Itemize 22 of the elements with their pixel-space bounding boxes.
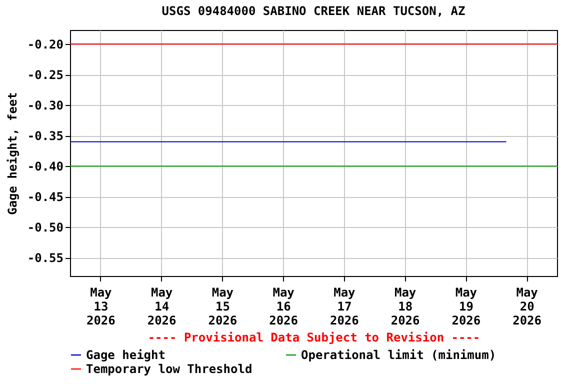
- y-tick-label: -0.50: [27, 220, 64, 235]
- y-tick-label: -0.35: [27, 129, 64, 144]
- x-tick-label: May 20 2026: [512, 286, 542, 328]
- x-tick-label: May 19 2026: [452, 286, 481, 328]
- x-tick-label: May 13 2026: [86, 286, 116, 328]
- x-tick-label: May 16 2026: [269, 286, 298, 328]
- y-tick-label: -0.45: [27, 190, 64, 204]
- chart-title: USGS 09484000 SABINO CREEK NEAR TUCSON, AZ: [162, 4, 466, 18]
- text: ---- Provisional Data Subject to Revision ----: [148, 330, 480, 344]
- legend-label: Operational limit (minimum): [301, 348, 496, 362]
- x-tick-label: May 15 2026: [208, 286, 238, 328]
- legend-label: Gage height: [86, 348, 166, 362]
- legend-label: Temporary low Threshold: [86, 362, 252, 376]
- y-axis-title: Gage height, feet: [5, 92, 20, 215]
- y-tick-label: -0.55: [27, 251, 64, 266]
- x-tick-label: May 18 2026: [390, 286, 420, 328]
- x-tick-label: May 14 2026: [147, 286, 176, 328]
- y-tick-label: -0.20: [27, 38, 64, 52]
- y-tick-label: -0.25: [27, 68, 64, 82]
- y-tick-label: -0.30: [27, 98, 64, 113]
- y-tick-label: -0.40: [27, 160, 64, 174]
- x-tick-label: May 17 2026: [330, 286, 359, 328]
